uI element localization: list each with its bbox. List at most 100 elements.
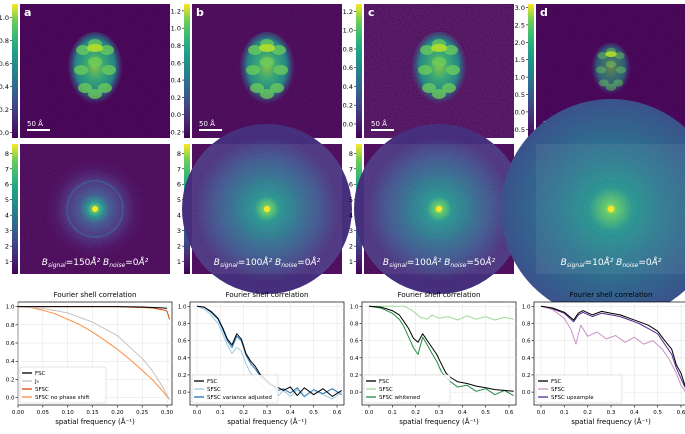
panel-letter: b (196, 6, 204, 19)
y-tick-label: 0.0 (178, 390, 187, 396)
protein-lobe (274, 65, 288, 75)
plot-legend: FSC SFSC SFSC variance adjusted (191, 374, 279, 404)
b-noise-equals: = (125, 258, 133, 268)
series-line-0 (368, 305, 514, 392)
fourier-colorbar-tick-label: 4 (5, 212, 9, 220)
x-tick-label: 0.0 (193, 410, 202, 416)
b-signal-subscript: signal (220, 262, 238, 269)
real-colorbar-tick-label: 1.2 (343, 8, 353, 16)
x-tick-label: 0.4 (458, 410, 467, 416)
y-tick-label: 1.0 (6, 305, 15, 311)
y-tick-label: 0.4 (6, 359, 15, 365)
real-colorbar-tick-label: 0.0 (0, 129, 9, 137)
b-noise-value: 0 (305, 258, 311, 268)
x-tick-label: 0.2 (239, 410, 248, 416)
b-factor-label: Bsignal=100Å² Bnoise=50Å² (383, 256, 496, 269)
protein-hotspot (605, 51, 617, 58)
fourier-ring (238, 180, 296, 238)
fsc-plot: Fourier shell correlation 0.0 0.1 0.2 0.3 0.4… (178, 291, 345, 426)
b-signal-value: 150 (73, 258, 90, 268)
fourier-center (264, 206, 270, 212)
b-factor-label: Bsignal=150Å² Bnoise=0Å² (42, 256, 149, 269)
series-line-1 (17, 306, 170, 400)
fourier-colorbar-tick-label: 6 (349, 181, 353, 189)
y-tick-label: 0.0 (522, 390, 531, 396)
legend-label: FSC (551, 379, 562, 385)
real-colorbar-tick-label: 2.5 (515, 21, 525, 29)
b-signal-equals: = (238, 258, 246, 268)
scale-bar-label: 50 Å (27, 119, 43, 128)
protein-lobe (605, 60, 617, 68)
plot-title: Fourier shell correlation (54, 291, 137, 299)
b-signal-symbol: B (383, 258, 389, 268)
b-noise-symbol: Å² B (89, 256, 109, 268)
fsc-plot: Fourier shell correlation 0.00 0.05 0.10 0.1… (6, 291, 174, 426)
x-tick-label: 0.20 (111, 410, 124, 416)
protein-lobe (614, 52, 625, 60)
y-tick-label: 0.6 (6, 341, 15, 347)
b-signal-equals: = (407, 258, 415, 268)
y-tick-label: 1.0 (350, 304, 359, 310)
protein-lobe (74, 65, 88, 75)
x-tick-label: 0.05 (37, 410, 50, 416)
panel-letter: c (368, 6, 375, 19)
real-colorbar: 3.0 2.5 2.0 1.5 1.0 0.5 0.0 -0.5 (512, 4, 534, 138)
b-noise-subscript: noise (109, 262, 125, 269)
fourier-colorbar-tick-label: 4 (349, 212, 353, 220)
plot-title: Fourier shell correlation (226, 291, 309, 299)
plot-title: Fourier shell correlation (570, 291, 653, 299)
fourier-center (92, 206, 98, 212)
real-colorbar: 1.0 0.8 0.6 0.4 0.2 0.0 (0, 4, 18, 138)
b-noise-value: 0 (646, 258, 652, 268)
y-tick-label: 1.0 (522, 304, 531, 310)
real-colorbar-tick-label: 0.4 (0, 83, 9, 91)
b-signal-subscript: signal (389, 262, 407, 269)
fourier-colorbar-tick-label: 6 (5, 181, 9, 189)
protein-lobe (418, 65, 432, 75)
real-colorbar: 1.2 1.0 0.8 0.6 0.4 0.2 0.0 -0.2 (168, 4, 190, 138)
x-tick-label: 0.15 (86, 410, 99, 416)
protein-lobe (420, 45, 434, 55)
series-line-1 (540, 305, 685, 392)
protein-lobe (100, 45, 114, 55)
b-noise-equals: = (638, 258, 646, 268)
protein-lobe (597, 52, 608, 60)
real-colorbar-tick-label: 0.8 (0, 37, 9, 45)
panel-letter: d (540, 6, 548, 19)
fourier-colorbar-tick-label: 4 (177, 212, 181, 220)
b-signal-equals: = (66, 258, 74, 268)
fourier-colorbar-tick-label: 6 (177, 181, 181, 189)
y-tick-label: 0.2 (178, 373, 187, 379)
x-axis-label: spatial frequency (Å⁻¹) (571, 417, 651, 426)
protein-lobe (422, 83, 436, 93)
real-colorbar-tick-label: 1.0 (0, 14, 9, 22)
fourier-colorbar-tick-label: 7 (5, 165, 9, 173)
fourier-ring (66, 180, 124, 238)
x-tick-label: 0.30 (161, 410, 174, 416)
legend-label: J₀ (34, 379, 40, 385)
fourier-colorbar-tick-label: 3 (5, 227, 9, 235)
y-tick-label: 0.4 (178, 356, 187, 362)
b-signal-symbol: B (42, 258, 48, 268)
fourier-panel: Bsignal=150Å² Bnoise=0Å² (20, 144, 170, 274)
x-tick-label: 0.25 (136, 410, 149, 416)
protein-lobe (260, 89, 274, 99)
legend-box (19, 366, 107, 404)
real-colorbar-tick-label: 0.2 (0, 106, 9, 114)
protein-lobe (272, 45, 286, 55)
fourier-center (608, 206, 614, 212)
real-colorbar-gradient (528, 4, 534, 138)
fourier-colorbar-tick-label: 1 (349, 258, 353, 266)
fourier-colorbar-tick-label: 3 (349, 227, 353, 235)
real-space-panel: b 50 Å (192, 4, 342, 138)
real-colorbar-gradient (356, 4, 362, 138)
protein-lobe (598, 79, 609, 87)
x-tick-label: 0.2 (411, 410, 420, 416)
series-line-1 (369, 305, 514, 321)
b-factor-label: Bsignal=10Å² Bnoise=0Å² (561, 256, 662, 269)
x-tick-label: 0.6 (677, 410, 685, 416)
real-colorbar-tick-label: -0.2 (168, 128, 181, 136)
legend-label: SFSC (551, 387, 565, 393)
plot-title: Fourier shell correlation (398, 291, 481, 299)
